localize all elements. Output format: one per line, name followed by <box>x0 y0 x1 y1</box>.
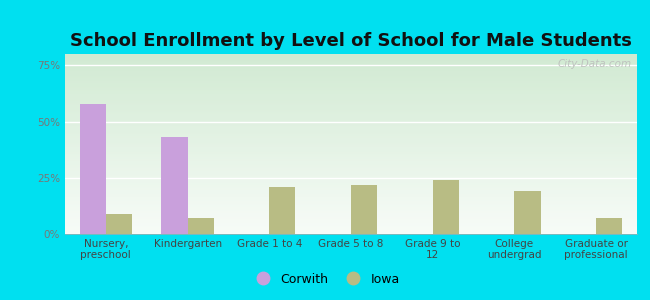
Bar <box>80 103 106 234</box>
Text: City-Data.com: City-Data.com <box>557 59 631 69</box>
Bar <box>161 137 188 234</box>
Bar <box>596 218 622 234</box>
Legend: Corwith, Iowa: Corwith, Iowa <box>245 268 405 291</box>
Bar <box>188 218 214 234</box>
Title: School Enrollment by Level of School for Male Students: School Enrollment by Level of School for… <box>70 32 632 50</box>
Bar <box>351 184 377 234</box>
Bar <box>514 191 541 234</box>
Bar <box>269 187 296 234</box>
Bar <box>433 180 459 234</box>
Bar <box>106 214 132 234</box>
